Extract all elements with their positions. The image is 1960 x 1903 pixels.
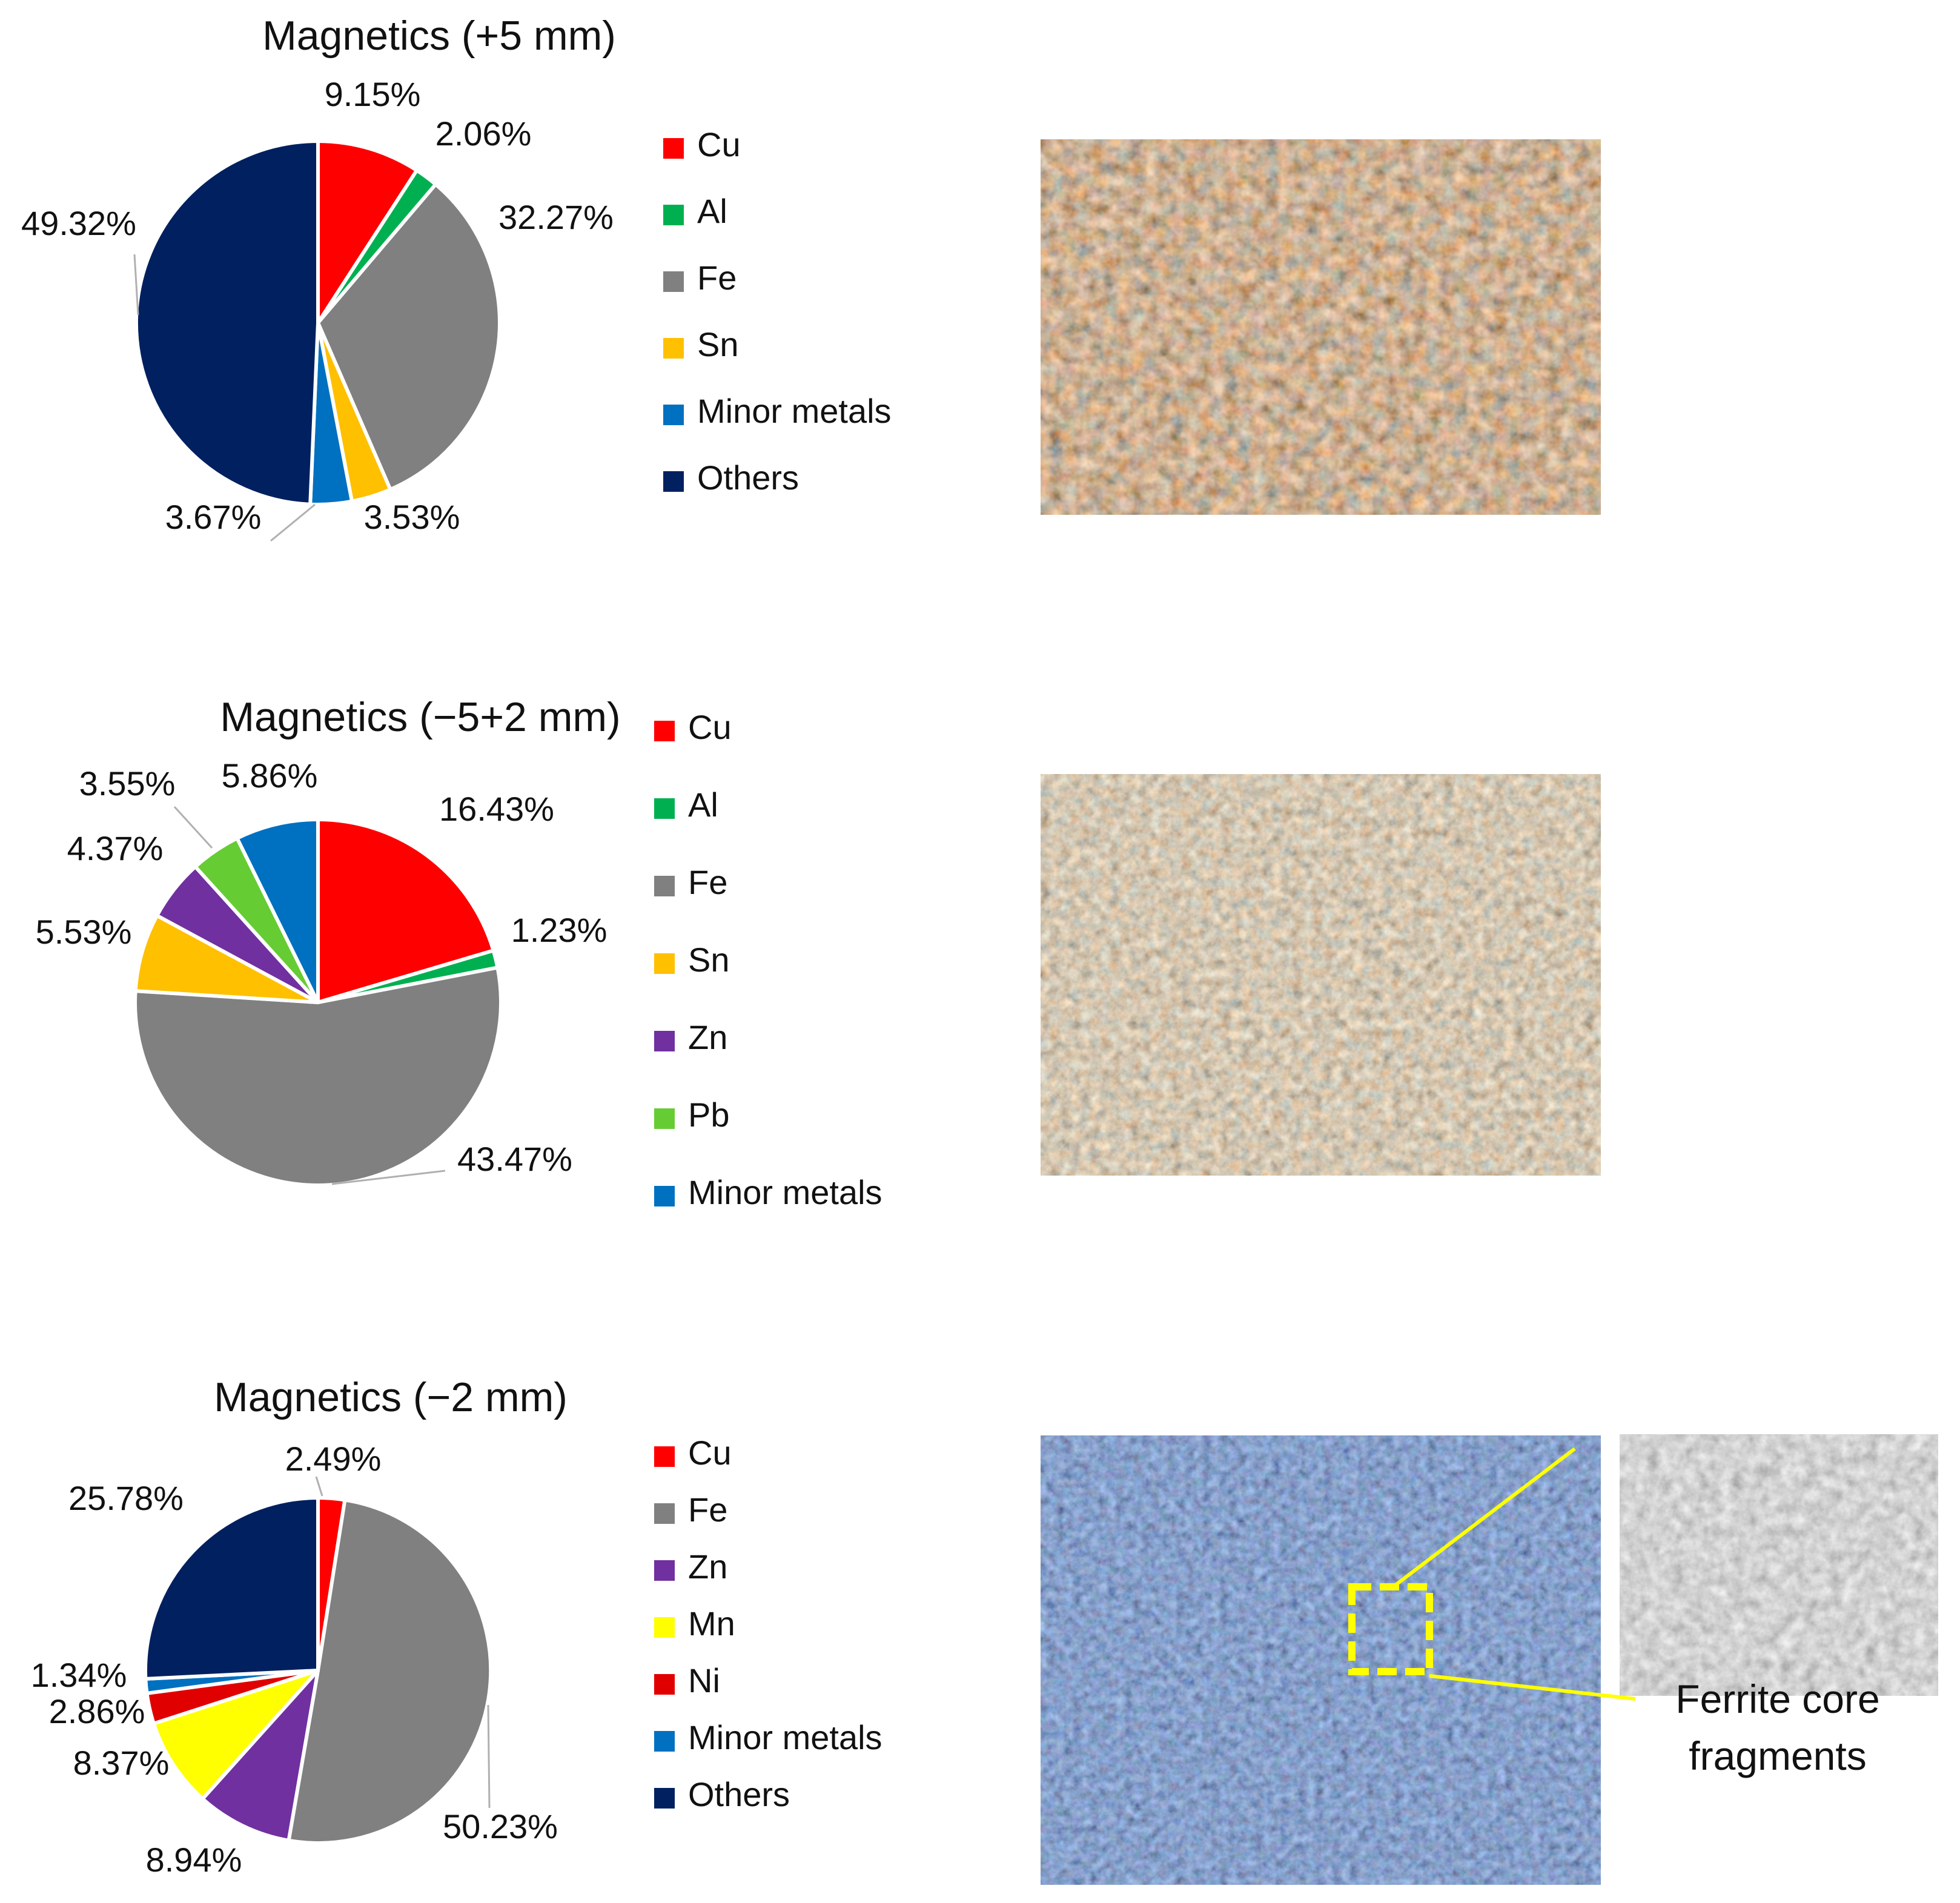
callout-label-line1: Ferrite core (1675, 1676, 1879, 1721)
pie-slice-others (144, 1496, 320, 1681)
leader-line-minor-metals (270, 503, 316, 542)
pie-slice-others (134, 139, 320, 506)
data-label-cu: 2.49% (285, 1440, 382, 1478)
leader-line-pb (173, 806, 213, 849)
leader-line-others (133, 254, 139, 316)
photo-plus5mm-texture (1041, 139, 1601, 515)
legend-label-others: Others (688, 1775, 790, 1813)
data-label-mn: 8.37% (73, 1744, 170, 1782)
data-label-fe: 32.27% (498, 198, 614, 236)
legend-label-cu: Cu (688, 1434, 732, 1472)
data-label-fe: 50.23% (443, 1807, 558, 1845)
pie-slice-mn (151, 1669, 320, 1801)
data-label-ni: 2.86% (49, 1692, 145, 1730)
legend-label-al: Al (697, 192, 727, 230)
photo-panel-zoom (1620, 1434, 1938, 1696)
chart-title-3: Magnetics (−2 mm) (214, 1374, 568, 1420)
pie-slice-cu (316, 139, 419, 325)
legend-label-cu: Cu (688, 708, 732, 746)
data-label-al: 2.06% (435, 114, 532, 153)
zoom-connector-bottom (1429, 1674, 1636, 1701)
legend-label-others: Others (697, 458, 799, 497)
photo-panel-1 (1041, 139, 1601, 515)
legend-label-fe: Fe (697, 259, 737, 297)
data-label-zn: 8.94% (146, 1841, 242, 1879)
legend-label-zn: Zn (688, 1018, 727, 1056)
data-label-others: 25.78% (68, 1479, 184, 1517)
legend-label-cu: Cu (697, 125, 741, 164)
pie-chart-1: 9.15% 2.06% 32.27% 3.53% 3.67% 49.32% Cu Al Fe Sn… (21, 75, 892, 542)
pie-slice-minor-metals (235, 818, 320, 1004)
legend-swatch-others (654, 1788, 675, 1809)
legend-label-fe: Fe (688, 863, 727, 901)
leader-line-fe (487, 1704, 491, 1809)
legend-label-sn: Sn (688, 941, 730, 979)
legend-label-minor-metals: Minor metals (688, 1173, 882, 1211)
pie-slice-sn (133, 913, 320, 1004)
ferrite-highlight-box (1348, 1583, 1433, 1675)
legend-swatch-fe (663, 271, 684, 292)
legend-swatch-sn (654, 953, 675, 974)
legend-label-ni: Ni (688, 1661, 720, 1699)
legend-swatch-al (663, 205, 684, 225)
data-label-cu: 16.43% (439, 790, 554, 828)
legend-swatch-minor-metals (654, 1186, 675, 1206)
legend-swatch-cu (654, 721, 675, 741)
legend-swatch-fe (654, 876, 675, 896)
data-label-minor-metals: 1.34% (31, 1656, 127, 1694)
legend-swatch-minor-metals (663, 405, 684, 425)
legend-swatch-cu (663, 138, 684, 159)
legend-swatch-minor-metals (654, 1731, 675, 1752)
legend-label-pb: Pb (688, 1096, 730, 1134)
legend-label-fe: Fe (688, 1491, 727, 1529)
data-label-pb: 3.55% (79, 764, 176, 803)
legend-swatch-others (663, 471, 684, 492)
legend-label-al: Al (688, 786, 718, 824)
legend-label-minor-metals: Minor metals (697, 392, 892, 430)
data-label-minor-metals: 3.67% (165, 498, 262, 536)
pie-chart-2: 16.43% 1.23% 43.47% 5.53% 4.37% 3.55% 5.86% Cu A… (36, 708, 882, 1211)
leader-line-fe (331, 1170, 446, 1185)
data-label-sn: 3.53% (364, 498, 460, 536)
data-label-minor-metals: 5.86% (222, 756, 318, 795)
chart-title-2: Magnetics (−5+2 mm) (220, 694, 620, 740)
pie-slice-zn (200, 1669, 320, 1842)
pie-chart-3: 2.49% 50.23% 8.94% 8.37% 2.86%1.34% 25.78% Cu F… (31, 1434, 882, 1879)
legend-swatch-zn (654, 1031, 675, 1051)
legend-swatch-zn (654, 1560, 675, 1581)
leader-line-cu (315, 1476, 323, 1497)
legend-swatch-mn (654, 1617, 675, 1638)
legend-label-sn: Sn (697, 325, 739, 363)
legend-swatch-pb (654, 1108, 675, 1129)
chart-title-1: Magnetics (+5 mm) (262, 13, 616, 59)
pie-slice-fe (286, 1498, 493, 1845)
zoom-connector-top (1392, 1447, 1576, 1589)
data-label-al: 1.23% (511, 911, 608, 949)
legend-swatch-cu (654, 1446, 675, 1467)
legend-swatch-sn (663, 338, 684, 359)
legend-label-mn: Mn (688, 1604, 735, 1643)
data-label-cu: 9.15% (325, 75, 421, 113)
legend-label-minor-metals: Minor metals (688, 1718, 882, 1756)
legend-swatch-al (654, 798, 675, 819)
photo-minus5plus2mm-texture (1041, 774, 1601, 1176)
photo-ferrite-zoom-texture (1620, 1434, 1938, 1696)
pie-slice-cu (316, 818, 495, 1004)
data-label-sn: 5.53% (36, 913, 132, 951)
legend-swatch-ni (654, 1674, 675, 1695)
callout-label-line2: fragments (1689, 1733, 1866, 1778)
data-label-fe: 43.47% (457, 1140, 572, 1178)
data-label-zn: 4.37% (67, 829, 164, 867)
data-label-others: 49.32% (21, 204, 136, 242)
legend-label-zn: Zn (688, 1547, 727, 1586)
legend-swatch-fe (654, 1503, 675, 1524)
photo-minus2mm-texture (1041, 1435, 1601, 1885)
photo-panel-3 (1041, 1435, 1601, 1885)
pie-slice-fe (133, 965, 503, 1187)
pie-slice-fe (316, 182, 502, 492)
photo-panel-2 (1041, 774, 1601, 1176)
